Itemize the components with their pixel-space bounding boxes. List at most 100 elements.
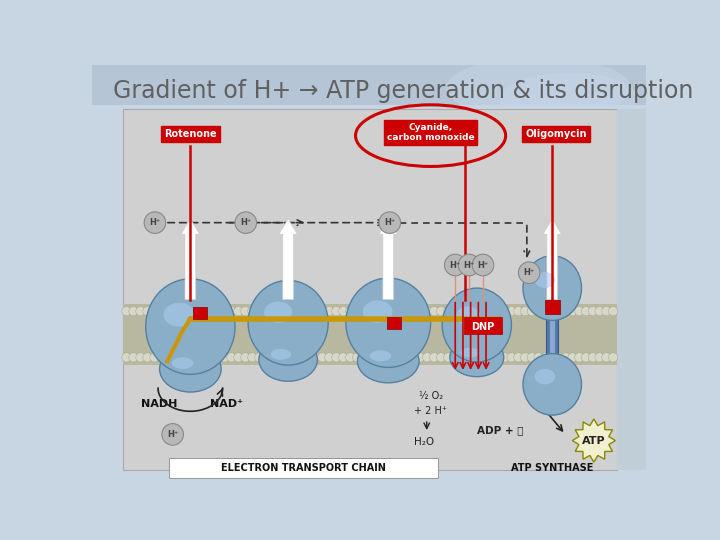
- Circle shape: [143, 353, 152, 362]
- Circle shape: [507, 353, 516, 362]
- Ellipse shape: [535, 369, 555, 384]
- Circle shape: [459, 254, 480, 276]
- Circle shape: [220, 307, 229, 316]
- Circle shape: [129, 307, 138, 316]
- Circle shape: [602, 353, 611, 362]
- Circle shape: [464, 353, 474, 362]
- Circle shape: [480, 353, 489, 362]
- Circle shape: [289, 307, 299, 316]
- Text: Gradient of H+ → ATP generation & its disruption: Gradient of H+ → ATP generation & its di…: [113, 79, 694, 103]
- Circle shape: [269, 307, 278, 316]
- Circle shape: [402, 353, 411, 362]
- Text: H⁺: H⁺: [384, 218, 395, 227]
- Ellipse shape: [456, 307, 480, 325]
- Ellipse shape: [357, 340, 419, 383]
- Circle shape: [206, 353, 215, 362]
- Circle shape: [379, 212, 400, 233]
- Circle shape: [493, 353, 503, 362]
- Circle shape: [234, 307, 243, 316]
- Circle shape: [212, 307, 222, 316]
- Circle shape: [234, 353, 243, 362]
- FancyBboxPatch shape: [122, 303, 617, 365]
- FancyBboxPatch shape: [464, 318, 503, 334]
- Circle shape: [534, 353, 544, 362]
- FancyArrow shape: [181, 219, 199, 300]
- Circle shape: [395, 353, 404, 362]
- FancyBboxPatch shape: [122, 110, 617, 470]
- Circle shape: [444, 254, 466, 276]
- Circle shape: [430, 353, 438, 362]
- Circle shape: [430, 307, 438, 316]
- Circle shape: [493, 307, 503, 316]
- Circle shape: [346, 307, 355, 316]
- Circle shape: [163, 307, 173, 316]
- Circle shape: [122, 307, 131, 316]
- Text: NADH: NADH: [141, 399, 178, 409]
- Circle shape: [143, 307, 152, 316]
- Circle shape: [436, 353, 446, 362]
- Circle shape: [366, 307, 376, 316]
- FancyBboxPatch shape: [550, 269, 554, 377]
- Circle shape: [588, 307, 598, 316]
- Circle shape: [283, 353, 292, 362]
- Circle shape: [325, 307, 334, 316]
- Circle shape: [602, 307, 611, 316]
- Circle shape: [561, 307, 570, 316]
- FancyBboxPatch shape: [617, 110, 647, 470]
- Circle shape: [199, 307, 208, 316]
- Circle shape: [423, 307, 432, 316]
- Circle shape: [423, 353, 432, 362]
- Circle shape: [387, 353, 397, 362]
- Text: ATP SYNTHASE: ATP SYNTHASE: [511, 462, 593, 472]
- Text: H⁺: H⁺: [523, 268, 535, 277]
- Circle shape: [346, 353, 355, 362]
- Circle shape: [338, 353, 348, 362]
- Polygon shape: [572, 419, 616, 462]
- Text: Oligomycin: Oligomycin: [526, 129, 587, 139]
- Ellipse shape: [160, 346, 221, 392]
- Circle shape: [575, 307, 584, 316]
- Circle shape: [297, 353, 306, 362]
- Circle shape: [457, 353, 467, 362]
- Text: ELECTRON TRANSPORT CHAIN: ELECTRON TRANSPORT CHAIN: [221, 462, 386, 472]
- Circle shape: [408, 307, 418, 316]
- FancyBboxPatch shape: [193, 307, 207, 319]
- Circle shape: [595, 353, 604, 362]
- Circle shape: [157, 307, 166, 316]
- FancyBboxPatch shape: [387, 316, 401, 329]
- Circle shape: [255, 307, 264, 316]
- Circle shape: [581, 353, 590, 362]
- Circle shape: [227, 353, 236, 362]
- Circle shape: [220, 353, 229, 362]
- Circle shape: [163, 353, 173, 362]
- Circle shape: [136, 353, 145, 362]
- Circle shape: [289, 353, 299, 362]
- Ellipse shape: [370, 350, 392, 361]
- Text: ATP: ATP: [582, 436, 606, 446]
- FancyBboxPatch shape: [92, 65, 647, 105]
- Ellipse shape: [259, 338, 318, 381]
- Circle shape: [276, 353, 285, 362]
- Circle shape: [248, 353, 257, 362]
- Text: DNP: DNP: [472, 322, 495, 332]
- Text: H⁺: H⁺: [167, 430, 179, 439]
- FancyArrow shape: [543, 219, 562, 300]
- Circle shape: [541, 307, 550, 316]
- Circle shape: [212, 353, 222, 362]
- Circle shape: [415, 353, 425, 362]
- Circle shape: [521, 307, 530, 316]
- Text: H⁺: H⁺: [464, 260, 474, 269]
- Circle shape: [451, 353, 460, 362]
- Circle shape: [227, 307, 236, 316]
- Circle shape: [144, 212, 166, 233]
- Circle shape: [561, 353, 570, 362]
- Ellipse shape: [523, 354, 582, 415]
- Circle shape: [325, 353, 334, 362]
- Ellipse shape: [271, 349, 291, 360]
- Circle shape: [534, 307, 544, 316]
- Circle shape: [547, 353, 557, 362]
- Circle shape: [157, 353, 166, 362]
- Circle shape: [332, 353, 341, 362]
- Circle shape: [206, 307, 215, 316]
- Circle shape: [240, 307, 250, 316]
